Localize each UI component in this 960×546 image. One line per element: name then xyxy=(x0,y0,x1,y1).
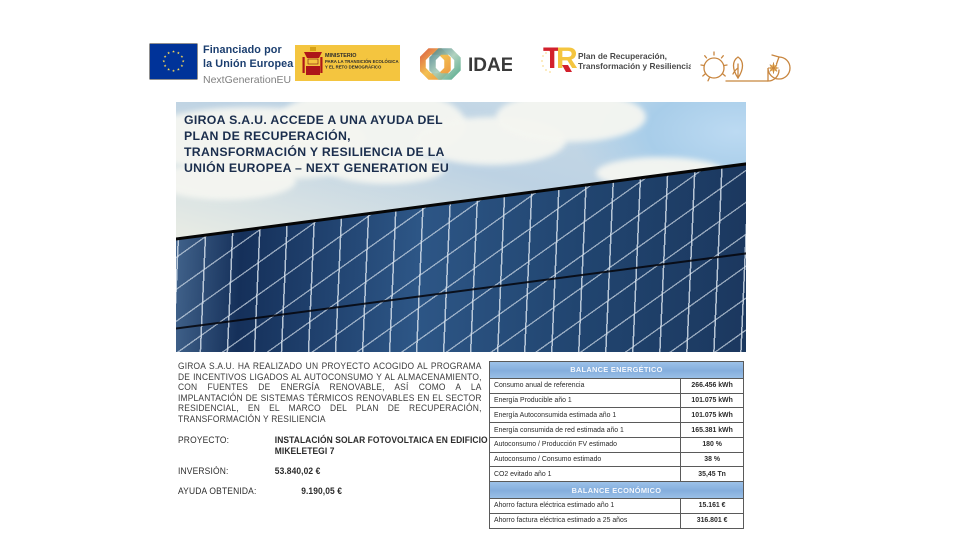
svg-text:Y EL RETO DEMOGRÁFICO: Y EL RETO DEMOGRÁFICO xyxy=(325,65,382,70)
svg-text:PARA LA TRANSICIÓN ECOLÓGICA: PARA LA TRANSICIÓN ECOLÓGICA xyxy=(325,59,399,64)
svg-text:IDAE: IDAE xyxy=(468,55,512,76)
svg-text:Transformación y Resiliencia: Transformación y Resiliencia xyxy=(578,61,691,71)
svg-text:Plan de Recuperación,: Plan de Recuperación, xyxy=(578,51,667,61)
